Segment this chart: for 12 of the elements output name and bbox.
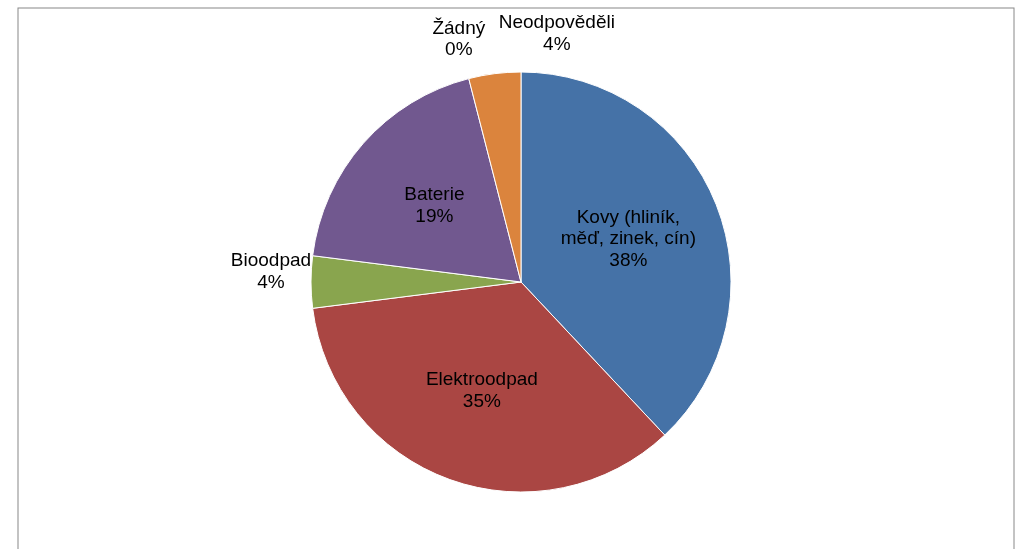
slice-label: Kovy (hliník, měď, zinek, cín) [560, 205, 696, 249]
data-label: 35% [462, 389, 501, 411]
slice-label: Baterie [404, 182, 465, 204]
slice-label: Bioodpad [230, 249, 312, 271]
slice-label: Elektroodpad [425, 367, 538, 389]
data-label: 4% [257, 270, 285, 292]
data-label: 4% [543, 32, 571, 54]
text: 0% [445, 38, 473, 60]
data-label: 38% [609, 249, 648, 271]
slice-label: Neodpověděli [498, 10, 615, 32]
data-label: 19% [415, 204, 454, 226]
category-label: Žádný [432, 16, 486, 38]
